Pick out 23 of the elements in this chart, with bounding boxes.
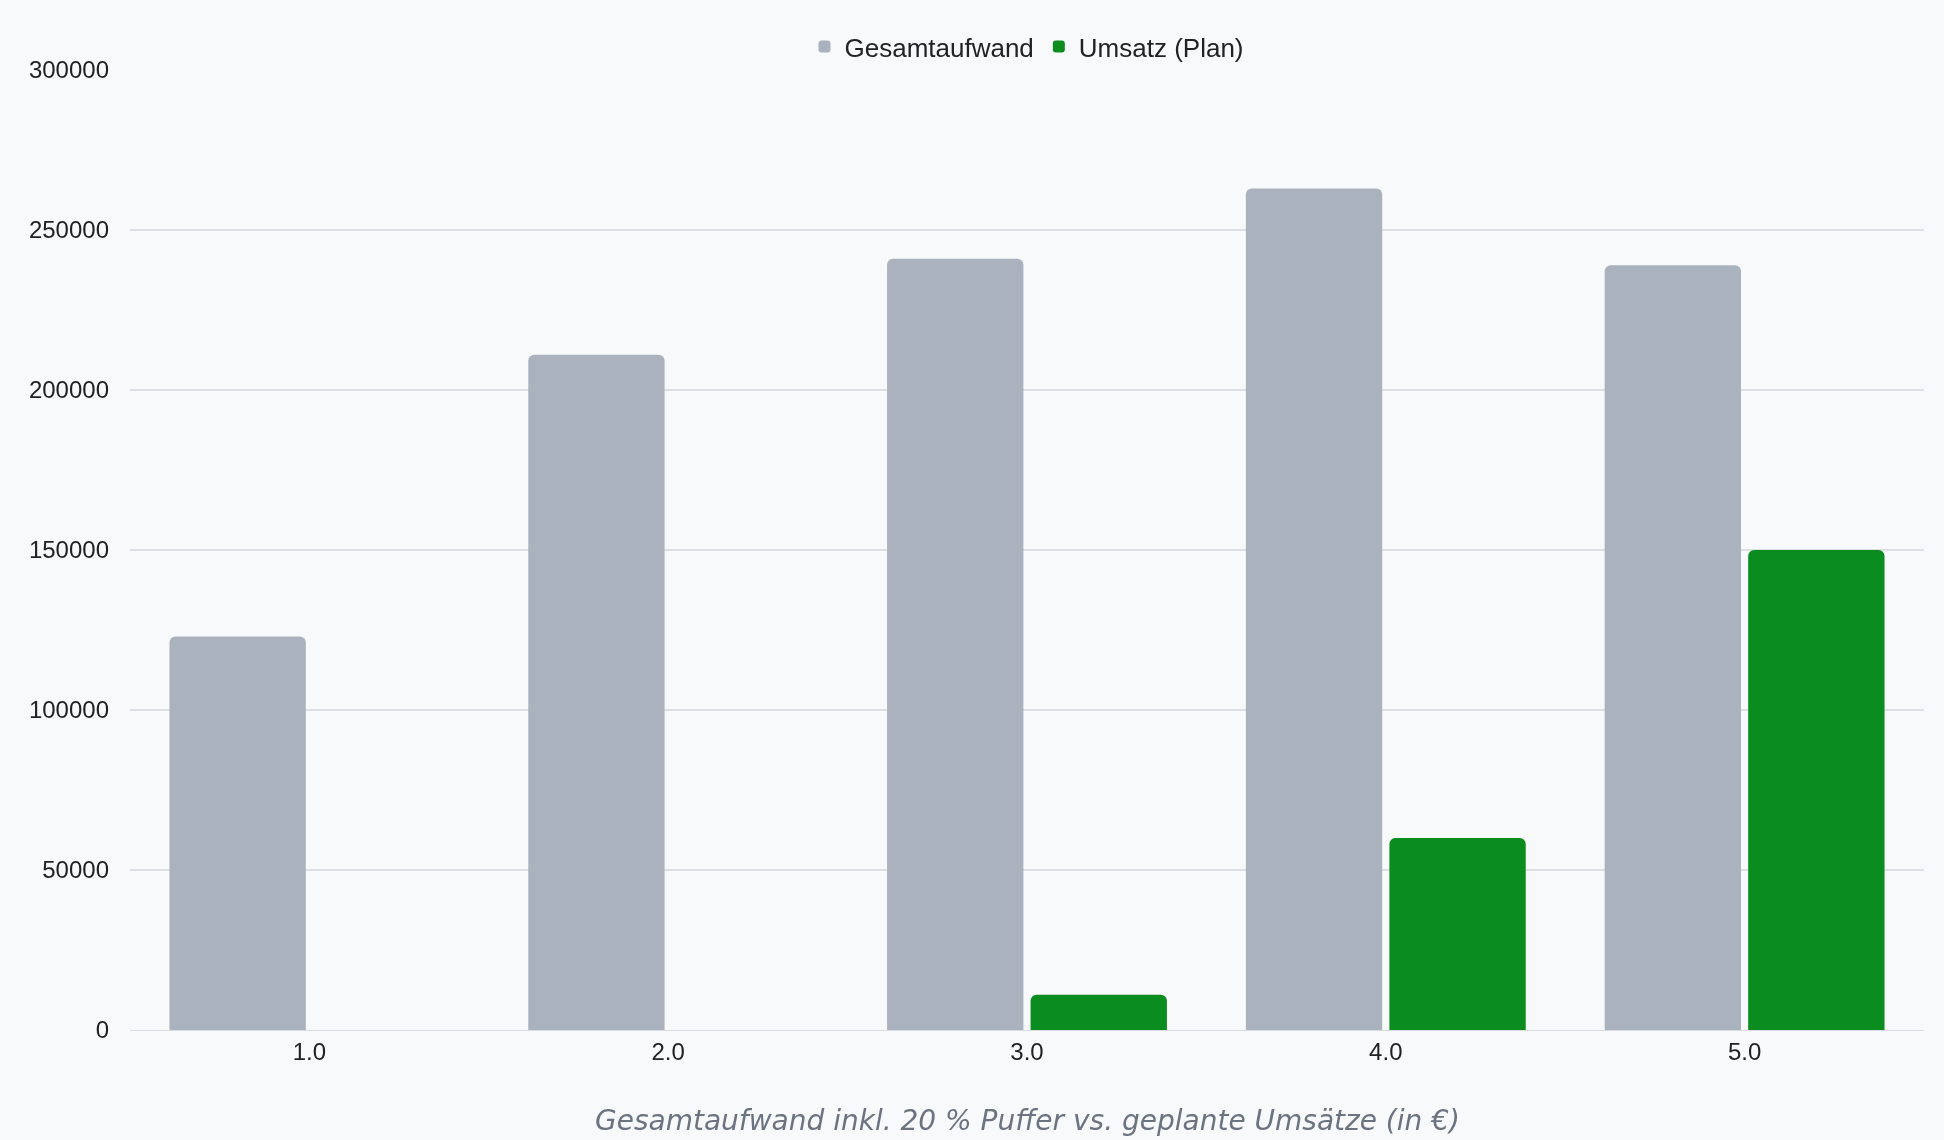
text: Gesamtaufwand inkl. 20 % Puffer vs. geplante Umsätze (in €) — [595, 1104, 1460, 1137]
y-tick-label: 250000 — [28, 216, 109, 244]
y-tick-label: 100000 — [28, 696, 109, 724]
legend-label: Umsatz (Plan) — [1078, 32, 1244, 63]
y-tick-label: 200000 — [28, 376, 109, 404]
x-tick-label: 3.0 — [1010, 1037, 1044, 1065]
bar — [1748, 550, 1885, 1030]
y-tick-label: 150000 — [28, 536, 109, 564]
bar — [1604, 265, 1742, 1030]
y-tick-label: 0 — [95, 1016, 109, 1044]
bar — [528, 354, 665, 1030]
x-tick-label: 5.0 — [1727, 1037, 1762, 1065]
bar — [1030, 994, 1167, 1030]
bar — [1245, 188, 1383, 1030]
bar — [169, 636, 306, 1030]
y-tick-label: 300000 — [28, 56, 109, 84]
bar — [887, 258, 1024, 1030]
x-tick-label: 2.0 — [651, 1037, 685, 1065]
bar — [1389, 838, 1526, 1030]
y-tick-label: 50000 — [42, 856, 109, 884]
x-tick-label: 1.0 — [292, 1037, 327, 1065]
legend-label: Gesamtaufwand — [844, 32, 1034, 63]
x-tick-label: 4.0 — [1369, 1037, 1403, 1065]
